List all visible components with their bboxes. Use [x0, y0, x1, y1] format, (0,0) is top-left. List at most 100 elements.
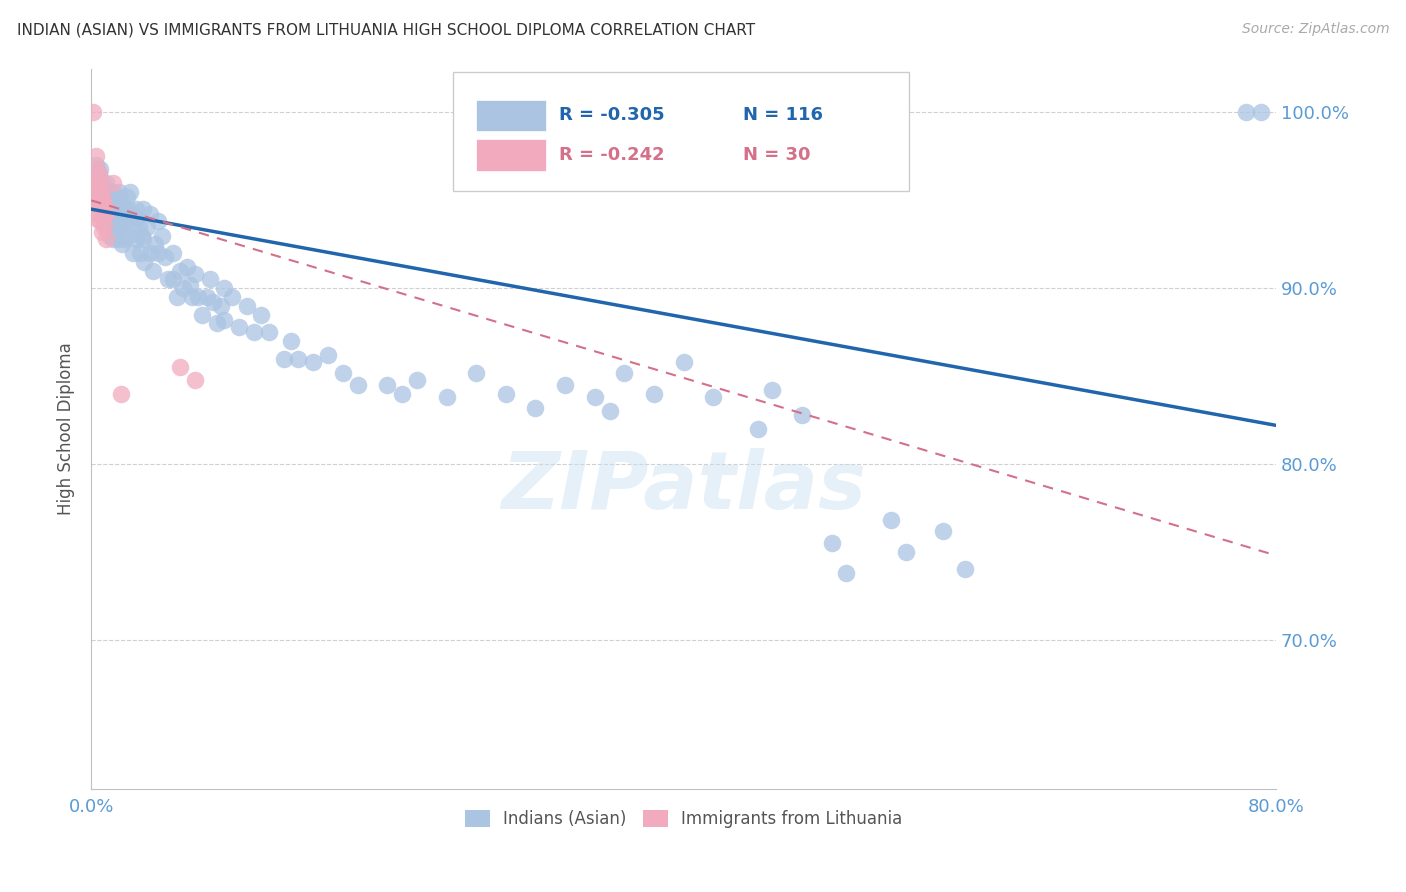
Point — [157, 272, 180, 286]
Point — [125, 211, 148, 225]
Point — [221, 290, 243, 304]
Point — [93, 197, 115, 211]
Point — [243, 325, 266, 339]
Point — [89, 194, 111, 208]
Point — [228, 319, 250, 334]
Point — [86, 179, 108, 194]
Point — [86, 197, 108, 211]
Point — [93, 179, 115, 194]
Point — [117, 202, 139, 216]
Point — [96, 219, 118, 234]
Point — [166, 290, 188, 304]
Point — [205, 317, 228, 331]
Point — [495, 386, 517, 401]
Point — [97, 197, 120, 211]
Point — [436, 390, 458, 404]
Point — [191, 308, 214, 322]
Point — [702, 390, 724, 404]
Point — [406, 373, 429, 387]
Point — [115, 190, 138, 204]
Point — [129, 246, 152, 260]
Point — [91, 185, 114, 199]
Point — [121, 219, 143, 234]
Point — [176, 260, 198, 274]
Point — [84, 158, 107, 172]
Point — [105, 225, 128, 239]
Point — [84, 149, 107, 163]
FancyBboxPatch shape — [453, 72, 908, 191]
Point — [1250, 105, 1272, 120]
Point — [273, 351, 295, 366]
FancyBboxPatch shape — [477, 139, 546, 171]
Point — [87, 167, 110, 181]
Point — [932, 524, 955, 538]
Point — [105, 197, 128, 211]
Point — [346, 378, 368, 392]
Point — [94, 232, 117, 246]
Point — [103, 185, 125, 199]
Point — [118, 185, 141, 199]
Point — [90, 176, 112, 190]
Point — [790, 408, 813, 422]
Point — [110, 219, 132, 234]
Point — [169, 263, 191, 277]
Point — [94, 207, 117, 221]
Point — [583, 390, 606, 404]
Legend: Indians (Asian), Immigrants from Lithuania: Indians (Asian), Immigrants from Lithuan… — [458, 804, 910, 835]
Text: R = -0.305: R = -0.305 — [560, 106, 665, 124]
Point — [110, 386, 132, 401]
Point — [111, 197, 134, 211]
Point — [211, 299, 233, 313]
Point — [117, 228, 139, 243]
Point — [235, 299, 257, 313]
Point — [104, 219, 127, 234]
Point — [100, 228, 122, 243]
Point — [87, 207, 110, 221]
Point — [672, 355, 695, 369]
Point — [613, 366, 636, 380]
Point — [90, 202, 112, 216]
Point — [132, 232, 155, 246]
Point — [87, 167, 110, 181]
Point — [146, 246, 169, 260]
Point — [153, 250, 176, 264]
Point — [101, 185, 124, 199]
Point — [180, 290, 202, 304]
Point — [139, 246, 162, 260]
Point — [124, 232, 146, 246]
Point — [172, 281, 194, 295]
Point — [747, 422, 769, 436]
Point — [107, 207, 129, 221]
Point — [894, 545, 917, 559]
Point — [377, 378, 399, 392]
Point — [93, 219, 115, 234]
Point — [599, 404, 621, 418]
Point — [134, 255, 156, 269]
Point — [90, 202, 112, 216]
Point — [643, 386, 665, 401]
Point — [103, 176, 125, 190]
Point — [86, 161, 108, 176]
Point — [104, 194, 127, 208]
Point — [108, 211, 131, 225]
Point — [96, 194, 118, 208]
Point — [114, 214, 136, 228]
Point — [524, 401, 547, 415]
Point — [184, 267, 207, 281]
Point — [302, 355, 325, 369]
Point — [132, 202, 155, 216]
Point — [1234, 105, 1257, 120]
Point — [94, 214, 117, 228]
Point — [110, 194, 132, 208]
Point — [280, 334, 302, 348]
Point — [89, 185, 111, 199]
Point — [162, 272, 184, 286]
Point — [146, 214, 169, 228]
Text: Source: ZipAtlas.com: Source: ZipAtlas.com — [1241, 22, 1389, 37]
Point — [89, 214, 111, 228]
Point — [179, 277, 201, 292]
Point — [287, 351, 309, 366]
Point — [316, 348, 339, 362]
Point — [554, 378, 576, 392]
Y-axis label: High School Diploma: High School Diploma — [58, 343, 75, 516]
